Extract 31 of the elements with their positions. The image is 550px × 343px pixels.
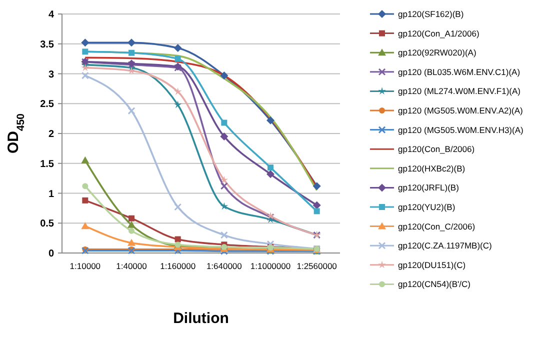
- x-tick-label: 1:160000: [160, 261, 196, 271]
- x-tick-label: 1:10000: [70, 261, 101, 271]
- legend-label: gp120 (MG505.W0M.ENV.H3)(A): [398, 124, 524, 135]
- x-tick-label: 1:2560000: [296, 261, 338, 271]
- x-tick-label: 1:1000000: [250, 261, 291, 271]
- y-tick-label: 2.5: [40, 99, 54, 110]
- y-tick-label: 3: [48, 69, 54, 80]
- y-tick-label: 2: [48, 129, 54, 140]
- x-axis-title: Dilution: [173, 310, 229, 327]
- legend-label: gp120(DU151)(C): [398, 260, 466, 270]
- y-tick-label: 0.5: [40, 218, 54, 230]
- legend-label: gp120(Con_B/2006): [398, 144, 475, 154]
- y-tick-label: 4: [48, 10, 54, 20]
- legend-label: gp120(YU2)(B): [398, 202, 456, 212]
- y-tick-label: 3.5: [40, 39, 54, 50]
- legend-label: gp120(Con_A1/2006): [398, 28, 480, 38]
- y-tick-label: 0: [48, 248, 54, 260]
- legend-label: gp120(92RW020)(A): [398, 48, 476, 58]
- legend-label: gp120 (ML274.W0M.ENV.F1)(A): [398, 86, 521, 96]
- x-tick-label: 1:40000: [116, 261, 148, 271]
- legend-label: gp120(Con_C/2006): [398, 221, 476, 232]
- legend-label: gp120(C.ZA.1197MB)(C): [398, 240, 492, 251]
- legend-label: gp120(JRFL)(B): [398, 182, 460, 193]
- y-tick-label: 1.5: [40, 158, 54, 170]
- legend-label: gp120(SF162)(B): [398, 8, 464, 19]
- legend-label: gp120 (BL035.W6M.ENV.C1)(A): [398, 66, 520, 77]
- x-tick-label: 1:640000: [206, 261, 242, 271]
- legend-label: gp120 (MG505.W0M.ENV.A2)(A): [398, 105, 524, 116]
- legend-label: gp120(CN54)(B'/C): [398, 279, 471, 290]
- legend-label: gp120(HXBc2)(B): [398, 163, 466, 174]
- y-tick-label: 1: [48, 188, 54, 200]
